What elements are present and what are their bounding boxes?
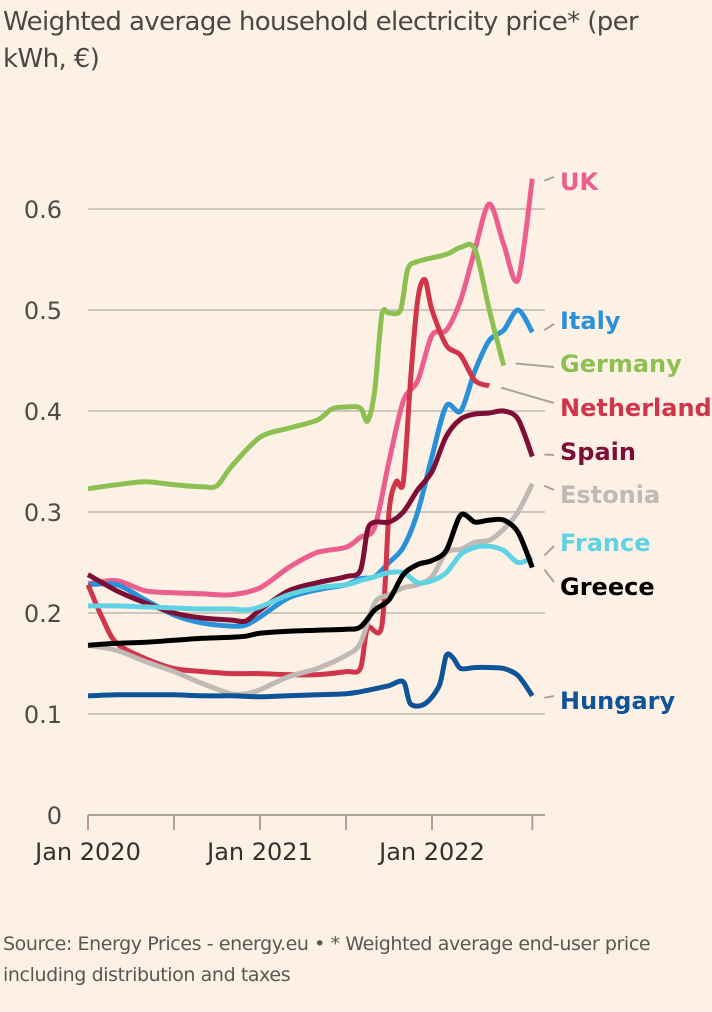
label-connector (543, 176, 555, 182)
series-labels: UK Italy Germany Netherlands Spain Estonia Fra… (501, 168, 712, 715)
series-line-italy (87, 307, 535, 629)
series-label-greece: Greece (560, 573, 655, 601)
y-tick-label: 0.5 (24, 297, 62, 325)
label-connector (501, 386, 555, 404)
series-label-netherlands: Netherlands (560, 394, 712, 422)
series-lines (85, 178, 535, 709)
series-line-netherlands (85, 277, 491, 678)
source-footnote: Source: Energy Prices - energy.eu • * We… (3, 933, 651, 986)
label-connector (543, 568, 555, 583)
label-connector (543, 484, 555, 491)
x-axis: Jan 2020 Jan 2021 Jan 2022 (33, 814, 545, 866)
y-tick-label: 0.6 (24, 196, 62, 224)
series-line-hungary (87, 651, 535, 709)
y-tick-label: 0.2 (24, 600, 62, 628)
y-tick-label: 0.3 (24, 499, 62, 527)
series-label-hungary: Hungary (560, 687, 675, 715)
series-label-france: France (560, 529, 650, 557)
series-line-uk (87, 178, 535, 598)
y-axis-ticks: 0 0.1 0.2 0.3 0.4 0.5 0.6 (24, 196, 62, 830)
y-tick-label: 0.4 (24, 398, 62, 426)
gridlines (88, 208, 545, 715)
series-label-italy: Italy (560, 307, 621, 335)
series-label-spain: Spain (560, 438, 636, 466)
series-label-uk: UK (560, 168, 599, 196)
label-connector (544, 695, 555, 699)
series-line-greece (87, 511, 535, 648)
label-connector (543, 545, 555, 557)
series-label-germany: Germany (560, 350, 682, 378)
label-connector (543, 323, 555, 332)
series-line-france (87, 543, 534, 613)
series-line-germany (87, 241, 507, 492)
x-tick-label: Jan 2021 (205, 838, 313, 866)
chart-title: Weighted average household electricity p… (3, 7, 639, 74)
series-label-estonia: Estonia (560, 481, 660, 509)
y-tick-label: 0.1 (24, 701, 62, 729)
y-tick-label: 0 (47, 802, 62, 830)
label-connector (544, 453, 555, 456)
x-tick-label: Jan 2022 (377, 838, 485, 866)
x-tick-label: Jan 2020 (33, 838, 141, 866)
label-connector (515, 362, 555, 368)
series-line-spain (86, 408, 535, 625)
